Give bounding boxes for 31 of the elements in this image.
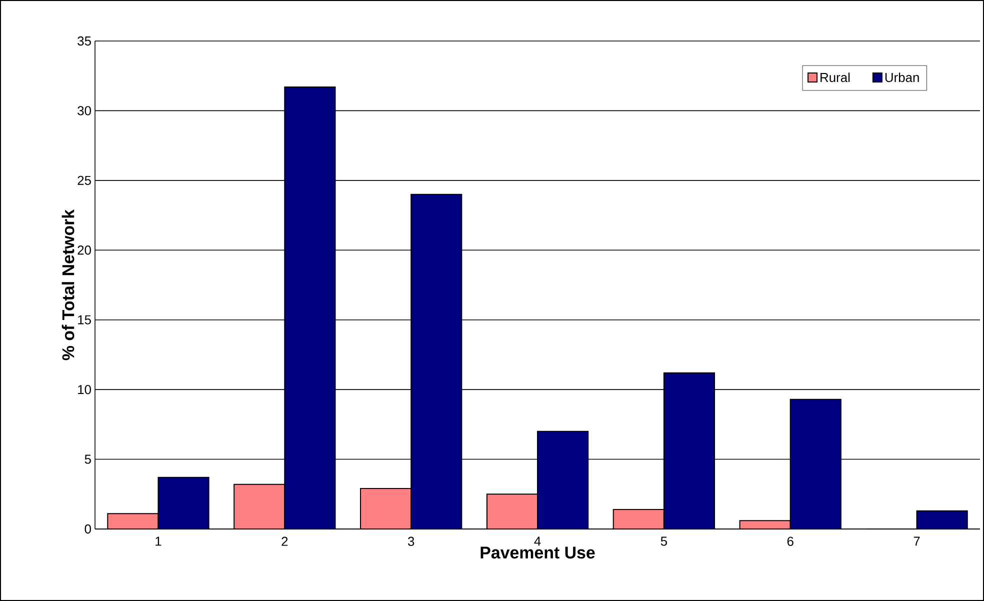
bar bbox=[613, 509, 664, 529]
x-tick-label: 1 bbox=[156, 536, 162, 546]
x-tick-label: 7 bbox=[914, 536, 920, 546]
bar bbox=[234, 484, 285, 529]
y-tick-label: 15 bbox=[78, 315, 91, 324]
legend-label: Urban bbox=[885, 72, 919, 82]
bar bbox=[284, 87, 336, 529]
bar bbox=[916, 510, 968, 529]
x-tick-label: 5 bbox=[660, 536, 667, 546]
bar bbox=[664, 372, 715, 529]
bar bbox=[790, 399, 841, 529]
y-axis-title: % of Total Network bbox=[62, 209, 74, 360]
x-tick-label: 4 bbox=[534, 536, 541, 546]
bar bbox=[158, 477, 209, 529]
x-tick-label: 3 bbox=[408, 536, 414, 546]
bar bbox=[360, 488, 412, 529]
y-tick-label: 35 bbox=[78, 36, 91, 46]
bar bbox=[411, 194, 462, 529]
bar bbox=[486, 494, 538, 529]
x-tick-label: 6 bbox=[787, 536, 794, 546]
x-tick-label: 2 bbox=[282, 536, 288, 546]
y-tick-label: 5 bbox=[84, 454, 91, 464]
y-tick-label: 20 bbox=[78, 246, 91, 255]
bar bbox=[538, 431, 588, 529]
y-tick-label: 10 bbox=[78, 384, 91, 394]
bar bbox=[108, 514, 158, 529]
y-tick-label: 0 bbox=[84, 524, 91, 534]
legend-label: Rural bbox=[820, 72, 850, 82]
y-tick-label: 30 bbox=[78, 106, 91, 116]
y-tick-label: 25 bbox=[78, 176, 91, 185]
x-axis-title: Pavement Use bbox=[480, 546, 595, 559]
